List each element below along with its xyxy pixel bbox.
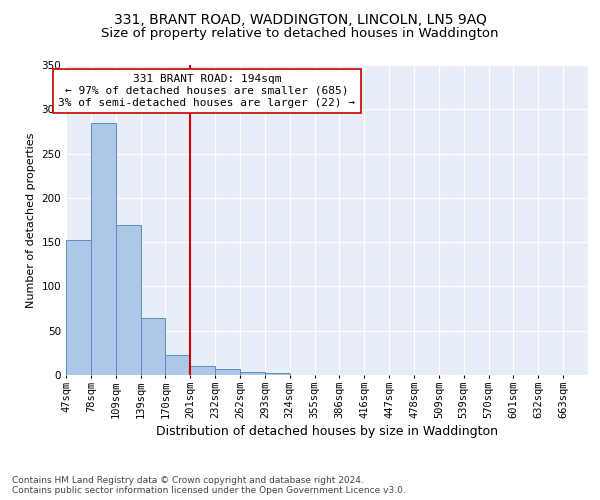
- Bar: [116, 226, 140, 375]
- Text: Contains HM Land Registry data © Crown copyright and database right 2024.
Contai: Contains HM Land Registry data © Crown c…: [12, 476, 406, 495]
- X-axis label: Distribution of detached houses by size in Waddington: Distribution of detached houses by size …: [156, 425, 498, 438]
- Bar: [66, 240, 91, 375]
- Text: Size of property relative to detached houses in Waddington: Size of property relative to detached ho…: [101, 28, 499, 40]
- Bar: [91, 122, 116, 375]
- Bar: [190, 366, 215, 375]
- Y-axis label: Number of detached properties: Number of detached properties: [26, 132, 36, 308]
- Bar: [240, 372, 265, 375]
- Text: 331, BRANT ROAD, WADDINGTON, LINCOLN, LN5 9AQ: 331, BRANT ROAD, WADDINGTON, LINCOLN, LN…: [113, 12, 487, 26]
- Bar: [166, 354, 190, 375]
- Bar: [265, 373, 290, 375]
- Bar: [215, 369, 240, 375]
- Bar: [140, 318, 166, 375]
- Text: 331 BRANT ROAD: 194sqm
← 97% of detached houses are smaller (685)
3% of semi-det: 331 BRANT ROAD: 194sqm ← 97% of detached…: [58, 74, 355, 108]
